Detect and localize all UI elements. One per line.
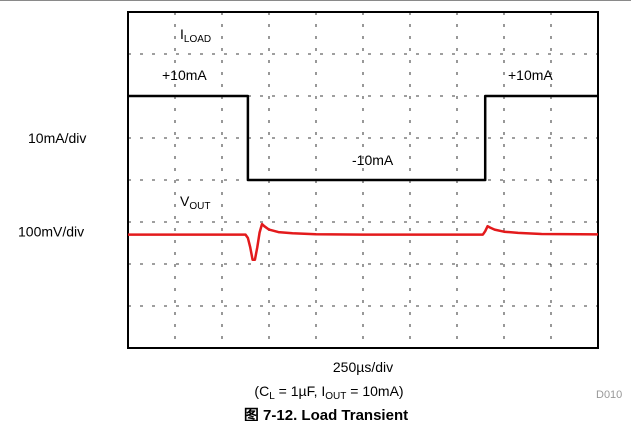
- iload-trace: [128, 94, 598, 182]
- test-conditions-caption: (CL = 1µF, IOUT = 10mA): [254, 383, 403, 402]
- annotation-plus10ma-right: +10mA: [508, 67, 553, 83]
- vout-series-label: VOUT: [180, 193, 210, 212]
- top-rule: [0, 0, 631, 1]
- annotation-plus10ma-left: +10mA: [162, 67, 207, 83]
- vout-trace: [128, 222, 599, 262]
- figure-title: 图 7-12. Load Transient: [244, 407, 408, 421]
- traces: [128, 94, 599, 262]
- annotation-minus10ma: -10mA: [352, 152, 394, 168]
- figure-id: D010: [596, 389, 622, 401]
- x-scale-label: 250µs/div: [333, 359, 393, 375]
- vout-scale-label: 100mV/div: [18, 224, 84, 240]
- iload-series-label: ILOAD: [180, 26, 211, 45]
- iload-scale-label: 10mA/div: [28, 130, 86, 146]
- plot-frame: [127, 11, 599, 349]
